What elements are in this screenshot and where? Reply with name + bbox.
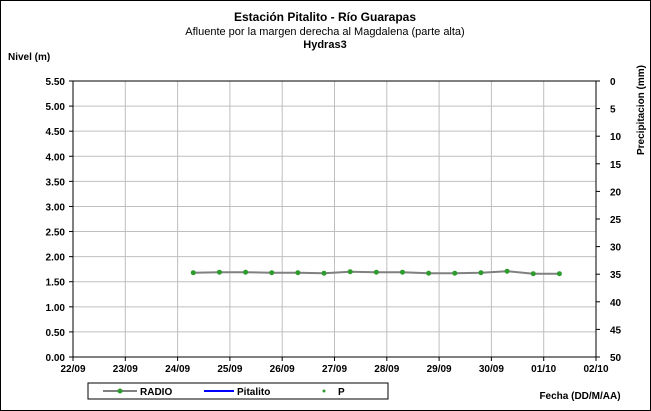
y2-tick-label: 35: [610, 270, 622, 281]
x-tick-label: 29/09: [427, 364, 452, 375]
chart-subtitle-2: Hydras3: [303, 39, 346, 51]
x-tick-label: 26/09: [270, 364, 295, 375]
series-radio-point: [399, 269, 405, 275]
y-tick-label: 4.50: [46, 127, 66, 138]
series-radio-point: [216, 269, 222, 275]
legend-p-marker: [322, 389, 326, 393]
chart-subtitle: Afluente por la margen derecha al Magdal…: [185, 26, 464, 38]
y-tick-label: 2.00: [46, 253, 66, 264]
y2-tick-label: 40: [610, 298, 622, 309]
x-tick-label: 27/09: [322, 364, 347, 375]
series-radio-point: [556, 271, 562, 277]
y-tick-label: 5.00: [46, 102, 66, 113]
legend-p-label: P: [338, 387, 345, 398]
y2-tick-label: 50: [610, 353, 622, 364]
series-radio-point: [321, 270, 327, 276]
y2-tick-label: 30: [610, 243, 622, 254]
series-radio-point: [530, 271, 536, 277]
y2-tick-label: 45: [610, 325, 622, 336]
y-axis-label: Nivel (m): [8, 52, 50, 63]
y2-tick-label: 15: [610, 160, 622, 171]
y2-tick-label: 25: [610, 215, 622, 226]
y-tick-label: 1.00: [46, 303, 66, 314]
series-radio-point: [373, 269, 379, 275]
y-tick-label: 5.50: [46, 77, 66, 88]
legend: RADIO Pitalito P: [87, 382, 389, 400]
x-tick-label: 28/09: [374, 364, 399, 375]
series-radio-point: [243, 269, 249, 275]
x-axis-label: Fecha (DD/M/AA): [539, 391, 620, 402]
chart-title: Estación Pitalito - Río Guarapas: [234, 10, 416, 24]
legend-radio-marker: [117, 388, 123, 394]
y-tick-label: 3.00: [46, 202, 66, 213]
x-tick-label: 01/10: [531, 364, 556, 375]
axis-ticks: 0.00 0.50 1.00 1.50 2.00 2.50 3.00 3.50 4.00 4.50…: [46, 77, 622, 375]
x-tick-label: 22/09: [60, 364, 85, 375]
legend-box: [87, 382, 389, 400]
x-tick-label: 24/09: [165, 364, 190, 375]
grid: [73, 81, 596, 357]
x-tick-label: 25/09: [217, 364, 242, 375]
y-tick-label: 3.50: [46, 177, 66, 188]
series-radio-point: [269, 270, 275, 276]
series-radio-point: [452, 270, 458, 276]
series-radio-point: [347, 269, 353, 275]
y2-tick-label: 20: [610, 187, 622, 198]
series-radio-point: [190, 270, 196, 276]
y-tick-label: 1.50: [46, 278, 66, 289]
series-radio-point: [504, 268, 510, 274]
y-tick-label: 0.50: [46, 328, 66, 339]
series-radio-point: [478, 270, 484, 276]
y2-axis-label: Precipitacion (mm): [636, 65, 647, 155]
y2-tick-label: 0: [610, 77, 616, 88]
series-radio-point: [295, 270, 301, 276]
y2-tick-label: 10: [610, 132, 622, 143]
legend-pitalito-label: Pitalito: [237, 387, 270, 398]
legend-radio-label: RADIO: [140, 387, 172, 398]
series-group: [190, 268, 562, 277]
x-tick-label: 23/09: [113, 364, 138, 375]
series-radio-point: [426, 270, 432, 276]
y2-tick-label: 5: [610, 105, 616, 116]
x-tick-label: 30/09: [479, 364, 504, 375]
x-tick-label: 02/10: [583, 364, 608, 375]
y-tick-label: 4.00: [46, 152, 66, 163]
y-tick-label: 0.00: [46, 353, 66, 364]
y-tick-label: 2.50: [46, 228, 66, 239]
